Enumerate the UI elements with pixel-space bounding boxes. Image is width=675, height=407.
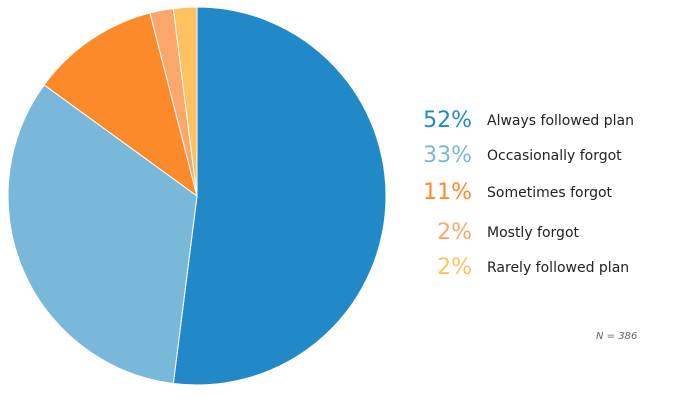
legend-item-rarely-followed-plan: 2% Rarely followed plan [400, 253, 675, 283]
pie-slice-occasionally-forgot [7, 84, 198, 385]
legend-percent: 33% [423, 143, 472, 168]
legend-percent: 2% [437, 255, 472, 280]
legend-percent: 52% [423, 108, 472, 133]
legend-label: Occasionally forgot [487, 148, 622, 164]
sample-size-note: N = 386 [596, 331, 638, 342]
legend-label: Mostly forgot [487, 225, 579, 241]
pie-slice-sometimes-forgot [43, 12, 198, 198]
legend-item-sometimes-forgot: 11% Sometimes forgot [400, 178, 675, 208]
pie-slice-always-followed-plan [172, 6, 387, 386]
legend-label: Sometimes forgot [487, 185, 613, 201]
pie-slice-rarely-followed-plan [172, 6, 198, 197]
legend-percent: 11% [423, 180, 472, 205]
legend-percent: 2% [437, 220, 472, 245]
legend-item-mostly-forgot: 2% Mostly forgot [400, 218, 675, 248]
legend-item-always-followed-plan: 52% Always followed plan [400, 106, 675, 136]
legend-label: Rarely followed plan [487, 260, 630, 276]
pie-chart [7, 6, 387, 386]
legend-item-occasionally-forgot: 33% Occasionally forgot [400, 141, 675, 171]
legend-label: Always followed plan [487, 113, 634, 129]
legend: 52% Always followed plan 33% Occasionall… [400, 0, 675, 407]
